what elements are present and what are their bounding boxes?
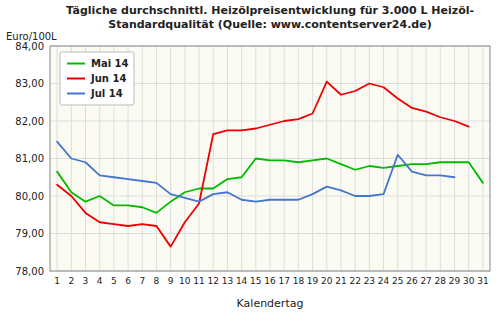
x-grid-line bbox=[57, 46, 58, 271]
x-tick-label: 15 bbox=[250, 276, 261, 286]
x-tick-label: 8 bbox=[154, 276, 160, 286]
x-grid-line bbox=[270, 46, 271, 271]
x-tick-label: 12 bbox=[207, 276, 218, 286]
legend: Mai 14 Jun 14 Jul 14 bbox=[60, 52, 134, 105]
y-tick-label: 78,00 bbox=[15, 266, 44, 277]
series-line bbox=[57, 82, 469, 247]
x-tick-label: 24 bbox=[378, 276, 390, 286]
series-line bbox=[57, 159, 483, 213]
x-grid-line bbox=[213, 46, 214, 271]
x-tick-label: 1 bbox=[54, 276, 60, 286]
x-grid-line bbox=[312, 46, 313, 271]
y-tick-label: 82,00 bbox=[15, 116, 44, 127]
x-tick-label: 28 bbox=[435, 276, 447, 286]
x-grid-line bbox=[482, 46, 483, 271]
x-grid-line bbox=[340, 46, 341, 271]
subtitle: Standardqualität (Quelle: www.contentser… bbox=[108, 18, 431, 31]
x-grid-line bbox=[184, 46, 185, 271]
x-grid-line bbox=[298, 46, 299, 271]
x-tick-label: 25 bbox=[392, 276, 403, 286]
x-grid-line bbox=[227, 46, 228, 271]
x-grid-line bbox=[369, 46, 370, 271]
x-axis-label: Kalendertag bbox=[237, 297, 304, 310]
x-tick-label: 18 bbox=[293, 276, 305, 286]
x-grid-line bbox=[156, 46, 157, 271]
x-grid-line bbox=[355, 46, 356, 271]
y-tick-label: 84,00 bbox=[15, 41, 44, 52]
x-grid-line bbox=[426, 46, 427, 271]
x-tick-label: 13 bbox=[222, 276, 233, 286]
x-grid-line bbox=[199, 46, 200, 271]
x-grid-line bbox=[383, 46, 384, 271]
grid bbox=[50, 46, 490, 271]
x-tick-label: 7 bbox=[139, 276, 145, 286]
x-grid-line bbox=[170, 46, 171, 271]
x-grid-line bbox=[411, 46, 412, 271]
chart: 78,0079,0080,0081,0082,0083,0084,0012345… bbox=[0, 0, 500, 327]
legend-label: Jun 14 bbox=[90, 73, 126, 84]
legend-swatch bbox=[67, 78, 85, 80]
x-tick-label: 3 bbox=[83, 276, 89, 286]
x-grid-line bbox=[454, 46, 455, 271]
x-tick-label: 30 bbox=[463, 276, 475, 286]
x-tick-label: 19 bbox=[307, 276, 319, 286]
legend-box bbox=[60, 52, 134, 105]
legend-swatch bbox=[67, 63, 85, 65]
x-tick-label: 29 bbox=[449, 276, 461, 286]
plot-frame bbox=[50, 46, 490, 271]
x-grid-line bbox=[440, 46, 441, 271]
x-tick-label: 31 bbox=[477, 276, 488, 286]
y-tick-label: 80,00 bbox=[15, 191, 44, 202]
x-tick-label: 23 bbox=[364, 276, 375, 286]
series-line bbox=[57, 142, 454, 202]
x-tick-label: 21 bbox=[335, 276, 346, 286]
y-tick-label: 81,00 bbox=[15, 153, 44, 164]
x-tick-label: 27 bbox=[420, 276, 431, 286]
x-grid-line bbox=[142, 46, 143, 271]
legend-swatch bbox=[67, 93, 85, 95]
x-grid-line bbox=[284, 46, 285, 271]
y-axis-label: Euro/100L bbox=[6, 31, 57, 42]
x-grid-line bbox=[241, 46, 242, 271]
x-tick-label: 22 bbox=[349, 276, 360, 286]
plot-area bbox=[50, 46, 490, 271]
x-tick-label: 14 bbox=[236, 276, 248, 286]
x-tick-label: 10 bbox=[179, 276, 191, 286]
title: Tägliche durchschnittl. Heizölpreisentwi… bbox=[66, 4, 474, 17]
legend-label: Jul 14 bbox=[90, 88, 123, 99]
y-tick-label: 83,00 bbox=[15, 78, 44, 89]
x-tick-label: 26 bbox=[406, 276, 418, 286]
x-tick-label: 6 bbox=[125, 276, 131, 286]
x-tick-label: 16 bbox=[264, 276, 276, 286]
x-grid-line bbox=[468, 46, 469, 271]
y-tick-label: 79,00 bbox=[15, 228, 44, 239]
x-tick-label: 20 bbox=[321, 276, 333, 286]
x-tick-label: 9 bbox=[168, 276, 174, 286]
x-tick-label: 4 bbox=[97, 276, 103, 286]
x-grid-line bbox=[397, 46, 398, 271]
x-tick-label: 17 bbox=[278, 276, 289, 286]
x-tick-label: 2 bbox=[68, 276, 74, 286]
legend-label: Mai 14 bbox=[91, 58, 129, 69]
lines bbox=[57, 82, 483, 247]
x-tick-label: 11 bbox=[193, 276, 204, 286]
x-tick-label: 5 bbox=[111, 276, 117, 286]
